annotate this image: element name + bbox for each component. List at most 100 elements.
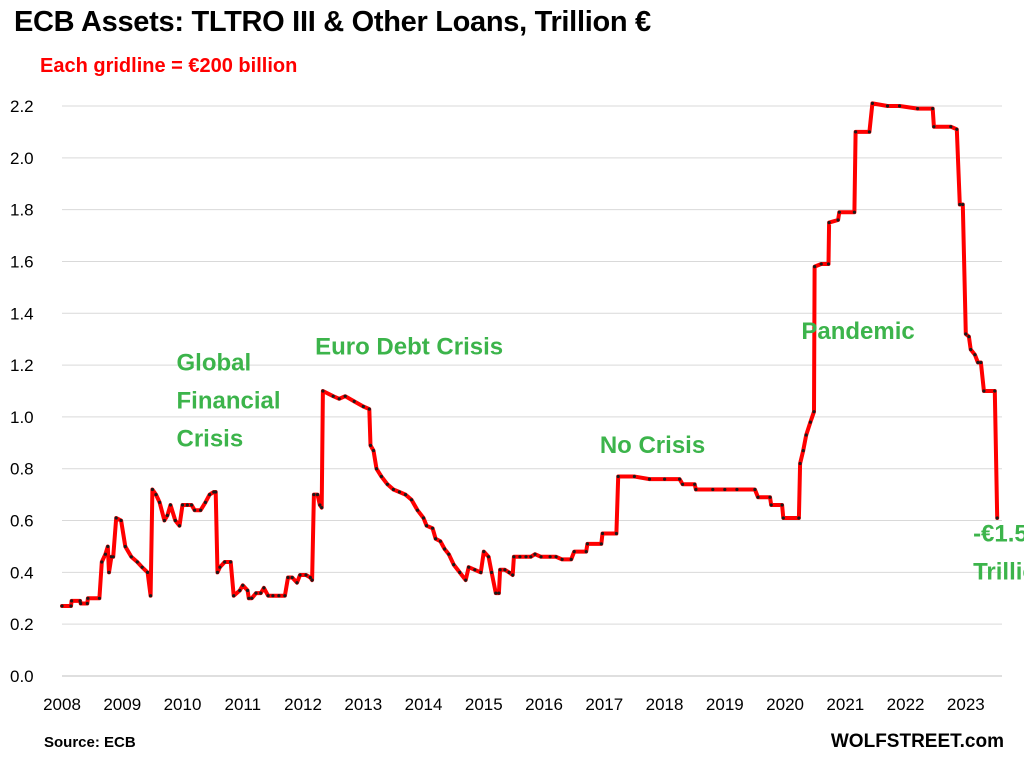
data-point-72	[361, 404, 365, 409]
chart-title: ECB Assets: TLTRO III & Other Loans, Tri…	[14, 6, 651, 38]
data-point-78	[385, 482, 389, 486]
data-point-151	[852, 210, 857, 214]
y-tick-label-1.8: 1.8	[10, 201, 34, 220]
annotation-2: No Crisis	[600, 432, 705, 459]
data-point-108	[524, 555, 528, 559]
data-point-40	[218, 565, 222, 569]
x-tick-label-2012: 2012	[284, 695, 322, 714]
data-point-97	[482, 550, 486, 554]
data-point-24	[158, 500, 162, 504]
annotation-4-line-0: -€1.58	[973, 520, 1024, 547]
data-point-142	[804, 433, 808, 437]
data-point-18	[135, 560, 139, 564]
annotations: Global Financial Crisis Euro Debt Crisis No …	[176, 318, 1024, 585]
data-point-166	[969, 347, 973, 352]
gridlines	[62, 105, 1002, 677]
data-point-116	[572, 550, 576, 554]
y-tick-label-2.0: 2.0	[10, 149, 34, 168]
y-tick-label-1.6: 1.6	[10, 252, 34, 271]
data-point-131	[723, 487, 727, 492]
data-point-17	[129, 555, 133, 559]
data-point-63	[312, 493, 316, 497]
data-point-25	[162, 518, 166, 523]
data-point-52	[266, 594, 270, 598]
data-point-110	[533, 552, 537, 556]
data-point-172	[995, 516, 999, 520]
data-point-155	[885, 104, 890, 108]
x-tick-label-2022: 2022	[887, 695, 925, 714]
data-point-101	[497, 591, 501, 595]
data-point-86	[431, 526, 435, 530]
data-point-139	[797, 516, 801, 520]
data-point-64	[315, 493, 320, 497]
x-tick-label-2018: 2018	[646, 695, 684, 714]
data-point-90	[447, 552, 451, 556]
data-point-10	[106, 544, 110, 549]
data-point-152	[854, 130, 858, 134]
x-tick-label-2023: 2023	[947, 695, 985, 714]
data-point-57	[290, 575, 294, 580]
data-point-54	[277, 594, 281, 598]
data-point-170	[982, 389, 986, 393]
data-point-0	[60, 604, 64, 608]
data-point-9	[103, 552, 107, 556]
data-point-83	[415, 508, 420, 512]
data-point-69	[337, 397, 341, 401]
data-point-70	[343, 394, 347, 398]
data-point-53	[271, 594, 275, 598]
annotation-1: Euro Debt Crisis	[315, 334, 503, 361]
source-note: Source: ECB	[44, 734, 136, 751]
data-point-74	[368, 443, 373, 447]
data-point-135	[768, 495, 772, 499]
data-point-96	[479, 570, 483, 575]
annotation-1-line-0: Euro Debt Crisis	[315, 334, 503, 361]
data-point-118	[585, 542, 590, 546]
y-tick-label-2.2: 2.2	[10, 97, 34, 116]
data-point-81	[403, 493, 408, 497]
data-point-106	[512, 555, 516, 559]
data-point-111	[539, 555, 543, 559]
data-point-76	[374, 467, 379, 471]
data-point-140	[798, 461, 802, 466]
x-tick-label-2017: 2017	[585, 695, 623, 714]
x-tick-label-2008: 2008	[43, 695, 81, 714]
data-point-98	[487, 555, 491, 559]
annotation-0: Global Financial Crisis	[176, 349, 280, 452]
data-point-137	[780, 503, 784, 507]
data-point-159	[932, 125, 936, 129]
data-point-31	[185, 503, 189, 507]
data-point-95	[473, 568, 477, 572]
data-point-112	[548, 555, 552, 559]
x-tick-label-2016: 2016	[525, 695, 563, 714]
data-point-39	[215, 570, 220, 575]
data-point-35	[203, 500, 207, 504]
annotation-0-line-2: Crisis	[176, 425, 243, 452]
x-tick-label-2009: 2009	[103, 695, 141, 714]
data-point-61	[308, 575, 312, 580]
data-point-29	[177, 524, 182, 528]
data-point-147	[826, 262, 831, 266]
annotation-4: -€1.58 Trillion	[973, 520, 1024, 585]
data-point-136	[769, 503, 773, 507]
data-point-93	[464, 578, 468, 582]
annotation-3-line-0: Pandemic	[801, 318, 914, 345]
data-point-67	[321, 389, 325, 393]
data-point-132	[735, 487, 739, 492]
data-point-55	[283, 594, 287, 598]
data-point-122	[616, 474, 620, 479]
data-point-80	[397, 490, 401, 494]
data-point-154	[870, 101, 875, 105]
data-point-46	[246, 588, 250, 593]
data-point-149	[836, 218, 840, 222]
data-point-126	[678, 477, 682, 481]
data-point-42	[229, 560, 233, 564]
data-point-169	[979, 360, 983, 365]
annotation-4-line-1: Trillion	[973, 558, 1024, 585]
annotation-3: Pandemic	[801, 318, 914, 345]
data-point-44	[238, 588, 242, 593]
data-point-56	[286, 575, 290, 580]
data-point-84	[421, 516, 426, 520]
data-point-75	[371, 449, 376, 453]
x-tick-label-2010: 2010	[164, 695, 202, 714]
